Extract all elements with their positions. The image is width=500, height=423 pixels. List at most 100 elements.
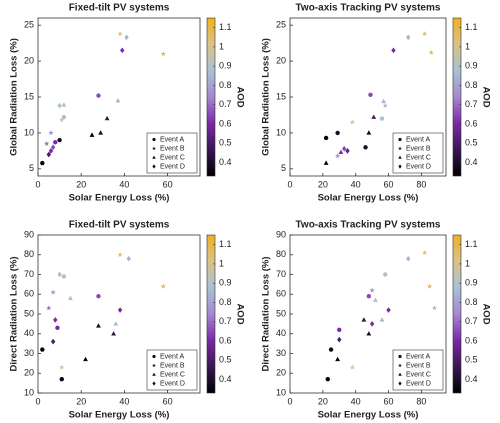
point [40,347,45,352]
point [61,274,67,279]
legend-label: Event C [160,371,185,378]
y-tick-label: 80 [276,249,286,259]
point [361,317,367,322]
colorbar [206,17,216,177]
point [83,356,88,362]
colorbar-tick-label: 0.5 [219,355,232,365]
point [117,307,123,313]
y-tick-label: 30 [276,348,286,358]
point [117,251,123,258]
legend-marker [152,381,156,386]
point [349,119,356,125]
colorbar-tick-label: 0.6 [219,335,232,345]
point [61,114,67,120]
point [48,148,54,154]
y-axis-label: Global Radiation Loss (%) [9,38,20,156]
y-tick-label: 10 [276,387,286,397]
colorbar-tick-label: 0.5 [465,138,478,148]
y-tick-label: 60 [24,289,34,299]
colorbar-label: AOD [480,303,491,324]
colorbar-tick-label: 0.4 [465,374,478,384]
y-tick-label: 90 [24,229,34,239]
point [406,255,411,262]
colorbar-tick-label: 0.7 [219,99,232,109]
colorbar-tick-label: 1.1 [219,22,232,32]
y-tick-label: 20 [276,55,286,65]
colorbar-tick-label: 0.4 [465,157,478,167]
legend-label: Event A [406,136,430,143]
x-tick-label: 40 [119,179,129,189]
colorbar-tick-label: 0.4 [219,374,232,384]
x-tick-label: 60 [163,396,173,406]
legend-label: Event C [406,371,431,378]
colorbar-label: AOD [480,86,491,107]
colorbar-tick-label: 0.9 [465,278,478,288]
colorbar [206,234,216,394]
colorbar-tick-label: 1 [465,258,470,268]
point [98,130,104,135]
colorbar [452,17,462,177]
legend-marker [152,146,156,151]
point [323,135,329,141]
y-tick-label: 5 [281,163,286,173]
colorbar-label: AOD [234,303,245,324]
point [40,160,45,166]
point [50,144,56,151]
y-tick-label: 25 [24,20,34,30]
y-tick-label: 25 [276,20,286,30]
point [328,347,334,352]
legend-label: Event D [406,163,431,170]
legend-marker [152,164,156,169]
x-tick-label: 20 [76,396,86,406]
point [55,325,60,331]
point [323,160,329,165]
point [406,34,411,41]
legend-marker [398,137,402,142]
point [96,323,101,328]
colorbar-tick-label: 0.6 [465,335,478,345]
y-tick-label: 50 [24,308,34,318]
legend-label: Event D [160,163,185,170]
x-tick-label: 80 [416,179,426,189]
point [126,255,131,262]
legend-label: Event B [160,362,185,369]
point [366,130,372,135]
point [160,51,166,57]
x-tick-label: 0 [287,396,292,406]
colorbar-tick-label: 0.8 [219,297,232,307]
point [421,249,428,256]
legend-marker [398,164,402,169]
x-tick-label: 20 [76,179,86,189]
colorbar-tick-label: 0.9 [465,61,478,71]
point [160,283,166,289]
chart-title: Fixed-tilt PV systems [69,220,170,231]
legend-label: Event D [160,380,185,387]
x-tick-label: 20 [318,396,328,406]
y-tick-label: 70 [24,269,34,279]
point [96,294,101,299]
colorbar-tick-label: 0.7 [465,99,478,109]
legend-marker [152,137,156,142]
colorbar-tick-label: 1 [219,41,224,51]
colorbar-tick-label: 0.6 [219,118,232,128]
legend-marker [152,372,156,376]
point [369,321,375,327]
y-tick-label: 40 [276,328,286,338]
point [53,140,58,145]
x-axis-label: Solar Energy Loss (%) [69,410,170,421]
y-tick-label: 40 [24,328,34,338]
legend-label: Event C [406,154,431,161]
point [369,287,375,293]
point [338,149,344,155]
x-tick-label: 40 [351,179,361,189]
legend-label: Event C [160,154,185,161]
point [345,148,350,154]
colorbar-tick-label: 0.5 [219,138,232,148]
y-tick-label: 50 [276,308,286,318]
point [57,137,62,143]
point [337,336,342,343]
point [50,338,56,345]
legend-marker [152,354,156,359]
point [382,102,388,108]
